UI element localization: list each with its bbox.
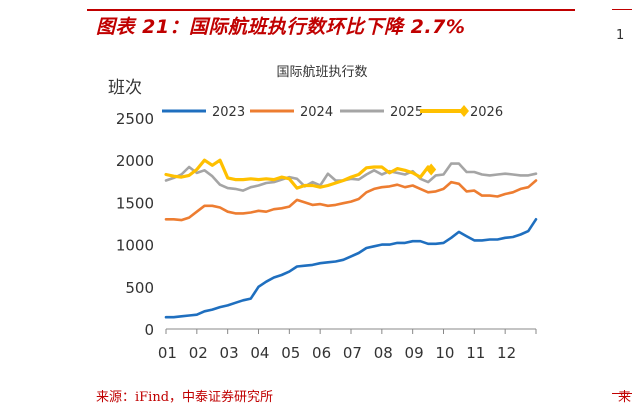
- series-end-marker-2026: [426, 163, 437, 176]
- x-tick-label: 02: [189, 344, 208, 362]
- x-tick-label: 09: [405, 344, 424, 362]
- title-rule: [87, 9, 575, 11]
- adjacent-source-rule: [612, 393, 632, 394]
- y-tick-label: 1000: [116, 237, 154, 255]
- x-tick-label: 05: [281, 344, 300, 362]
- legend-label-2025: 2025: [390, 105, 423, 120]
- x-tick-label: 11: [466, 344, 485, 362]
- chart-legend: 2023 2024 2025 2026: [162, 105, 503, 120]
- y-tick-label: 500: [125, 279, 154, 297]
- x-tick-label: 08: [374, 344, 393, 362]
- x-tick-label: 03: [220, 344, 239, 362]
- source-note: 来源：iFind，中泰证券研究所: [96, 390, 274, 405]
- series-line-2023: [164, 218, 538, 319]
- adjacent-source-fragment: 来: [618, 390, 632, 405]
- x-tick-label: 04: [250, 344, 269, 362]
- x-tick-label: 12: [497, 344, 516, 362]
- adjacent-figure-fragment: 1: [616, 28, 625, 43]
- x-tick-label: 10: [435, 344, 454, 362]
- y-tick-label: 2000: [116, 152, 154, 170]
- series-lines: [164, 158, 538, 319]
- x-tick-label: 01: [158, 344, 177, 362]
- series-line-2026: [164, 158, 433, 190]
- figure-title: 图表 21：国际航班执行数环比下降 2.7%: [96, 16, 466, 38]
- y-tick-label: 1500: [116, 194, 154, 212]
- legend-label-2023: 2023: [212, 105, 245, 120]
- y-tick-label: 0: [144, 321, 154, 339]
- legend-marker-2026: [459, 105, 469, 117]
- chart-title: 国际航班执行数: [276, 64, 367, 80]
- series-line-2024: [164, 179, 538, 222]
- y-axis-label: 班次: [108, 78, 142, 98]
- y-tick-label: 2500: [116, 110, 154, 128]
- x-tick-label: 06: [312, 344, 331, 362]
- legend-label-2024: 2024: [300, 105, 333, 120]
- legend-label-2026: 2026: [470, 105, 503, 120]
- axes: 0 500 1000 1500 2000 2500 01 02 03 04 05 06 07 08 09 10…: [116, 110, 537, 362]
- adjacent-figure-rule: [612, 9, 632, 10]
- x-tick-label: 07: [343, 344, 362, 362]
